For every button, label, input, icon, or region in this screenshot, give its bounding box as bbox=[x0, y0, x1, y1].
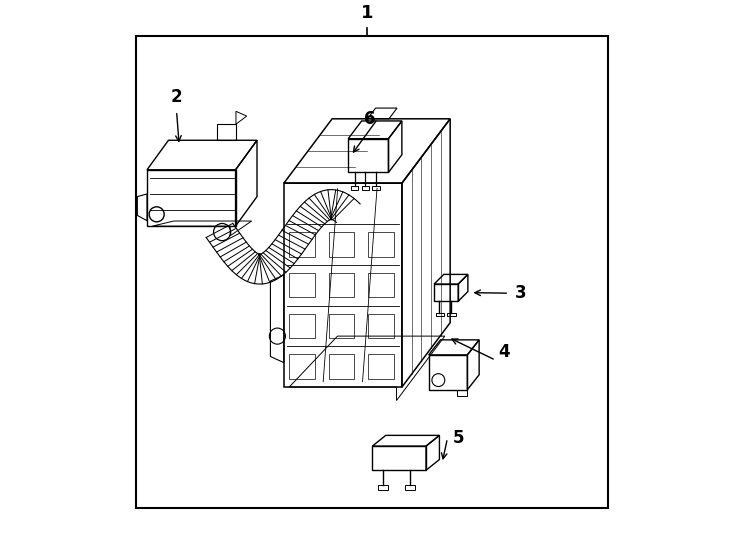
Text: 2: 2 bbox=[171, 89, 182, 106]
Bar bbox=[137, 36, 608, 508]
Text: 3: 3 bbox=[515, 284, 526, 302]
Text: 5: 5 bbox=[453, 429, 465, 447]
Text: 1: 1 bbox=[360, 4, 374, 22]
Text: 6: 6 bbox=[363, 110, 375, 128]
Text: 4: 4 bbox=[498, 343, 510, 361]
